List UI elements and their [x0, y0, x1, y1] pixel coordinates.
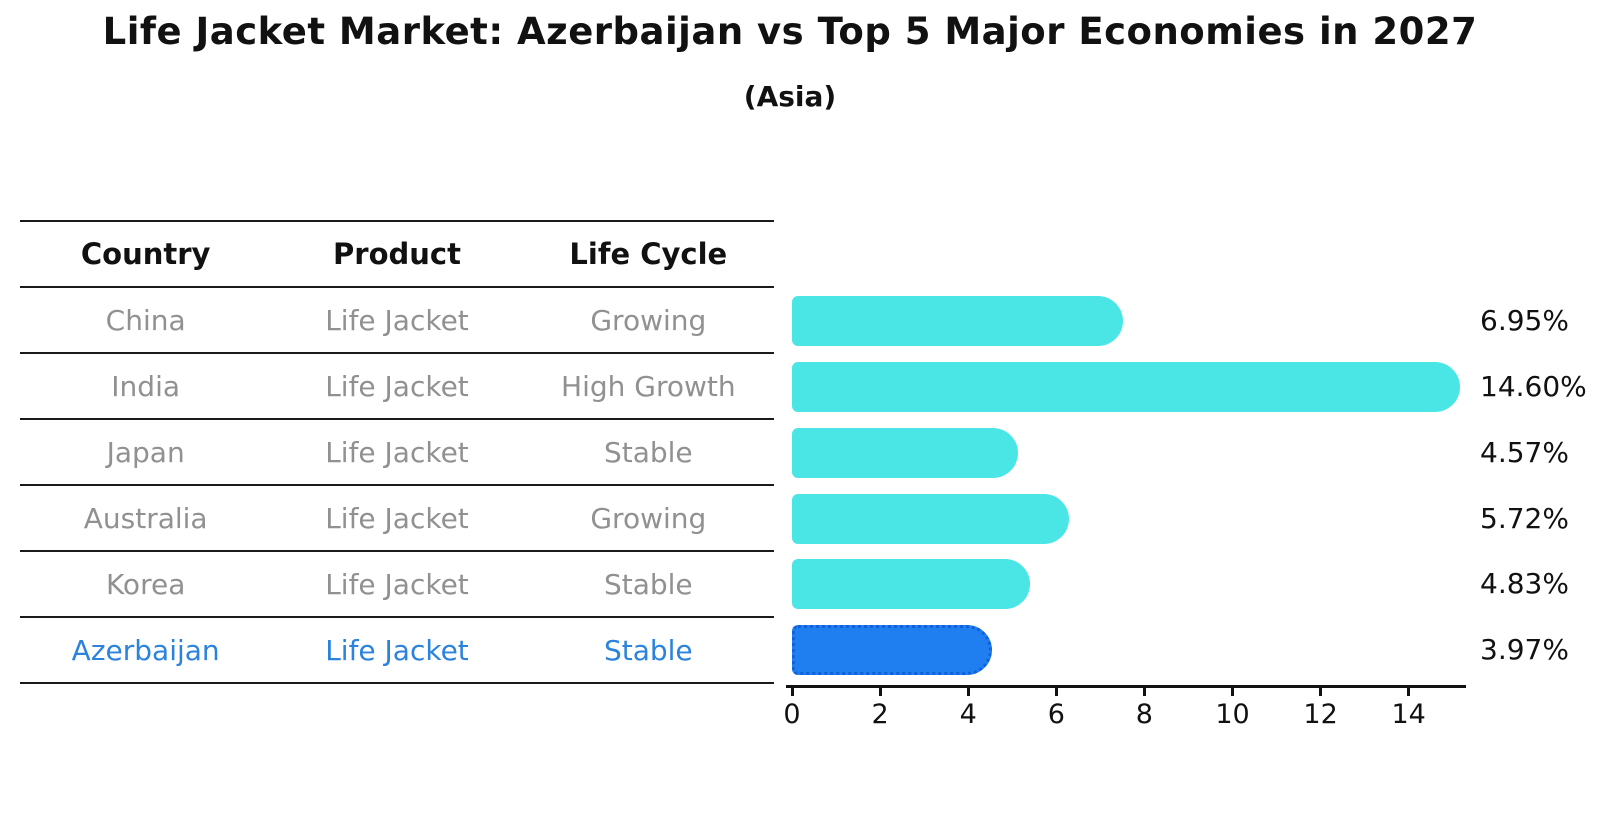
header-cell-lifecycle: Life Cycle [569, 237, 728, 271]
table-cell-country: India [111, 369, 181, 403]
x-axis-tick-label: 8 [1135, 699, 1153, 730]
table-cell-lifecycle: Stable [603, 435, 693, 469]
x-axis-tick [966, 687, 970, 696]
bar-india [792, 361, 1461, 412]
x-axis-tick [1407, 687, 1411, 696]
table-cell-product: Life Jacket [325, 303, 469, 337]
x-axis-tick-label: 14 [1391, 699, 1426, 730]
x-axis-tick-label: 0 [783, 699, 801, 730]
x-axis-tick-label: 10 [1215, 699, 1250, 730]
x-axis-tick [1142, 687, 1146, 696]
bar-australia [792, 493, 1069, 544]
table-row: Korea Life Jacket Stable [20, 552, 774, 618]
table-cell-lifecycle: Growing [590, 303, 707, 337]
bar-korea [792, 559, 1030, 610]
bar-china [792, 295, 1124, 346]
chart-title: Life Jacket Market: Azerbaijan vs Top 5 … [102, 10, 1478, 53]
value-label: 3.97% [1480, 633, 1569, 667]
x-axis-tick [1231, 687, 1234, 696]
table-row: Australia Life Jacket Growing [20, 486, 774, 552]
table-cell-country: Australia [83, 501, 208, 535]
value-label: 4.83% [1480, 567, 1569, 601]
table-cell-country: China [105, 303, 186, 337]
comparison-table: Country Product Life Cycle China Life Jac… [20, 220, 774, 684]
x-axis-tick-label: 4 [959, 699, 977, 730]
table-cell-country: Japan [106, 435, 185, 469]
table-header-row: Country Product Life Cycle [20, 222, 774, 288]
table-row: Japan Life Jacket Stable [20, 420, 774, 486]
bar-azerbaijan [792, 625, 992, 676]
table-cell-product: Life Jacket [325, 633, 469, 667]
bar-japan [792, 427, 1019, 478]
x-axis-tick [790, 687, 794, 696]
x-axis-line [786, 685, 1466, 688]
value-label: 14.60% [1480, 369, 1587, 403]
table-cell-lifecycle: Stable [603, 567, 693, 601]
table-row: China Life Jacket Growing [20, 288, 774, 354]
x-axis-tick [1054, 687, 1058, 696]
header-cell-product: Product [333, 237, 461, 271]
value-label: 4.57% [1480, 435, 1569, 469]
table-cell-lifecycle: Stable [603, 633, 693, 667]
x-axis-tick [1319, 687, 1323, 696]
table-cell-country: Azerbaijan [71, 633, 220, 667]
table-cell-product: Life Jacket [325, 369, 469, 403]
table-cell-lifecycle: High Growth [561, 369, 736, 403]
value-label: 6.95% [1480, 303, 1569, 337]
table-cell-country: Korea [105, 567, 186, 601]
x-axis-tick-label: 6 [1047, 699, 1065, 730]
table-row: India Life Jacket High Growth [20, 354, 774, 420]
chart-subtitle: (Asia) [743, 80, 837, 113]
table-cell-product: Life Jacket [325, 435, 469, 469]
table-cell-product: Life Jacket [325, 501, 469, 535]
table-body: China Life Jacket Growing India Life Jacket H… [20, 288, 774, 684]
value-label: 5.72% [1480, 501, 1569, 535]
x-axis-tick-label: 12 [1303, 699, 1338, 730]
x-axis-tick-label: 2 [871, 699, 889, 730]
x-axis-tick [878, 687, 882, 696]
table-row: Azerbaijan Life Jacket Stable [20, 618, 774, 684]
table-cell-product: Life Jacket [325, 567, 469, 601]
table-cell-lifecycle: Growing [590, 501, 707, 535]
header-cell-country: Country [80, 237, 211, 271]
